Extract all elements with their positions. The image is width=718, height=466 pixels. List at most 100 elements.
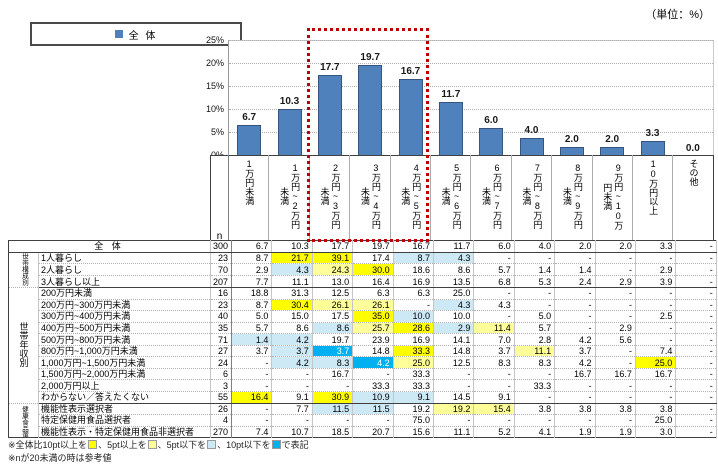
data-cell: - xyxy=(554,252,596,265)
data-cell: 6.3 xyxy=(393,287,434,300)
data-cell: - xyxy=(595,263,636,277)
bar xyxy=(237,125,262,156)
data-cell: 1.9 xyxy=(595,426,636,439)
data-cell: 1.4 xyxy=(514,263,556,277)
bar xyxy=(600,146,625,156)
data-cell: - xyxy=(352,368,394,381)
n-cell: 40 xyxy=(209,310,233,323)
row-label-cell: 機能性表示選択者 xyxy=(38,403,211,416)
data-cell: - xyxy=(473,310,515,323)
n-column-header: n xyxy=(210,155,229,244)
data-cell: - xyxy=(231,356,273,369)
data-cell: 5.7 xyxy=(231,322,273,335)
data-cell: - xyxy=(514,287,556,300)
row-label-cell: 3人暮らし以上 xyxy=(38,275,211,289)
data-cell: 11.5 xyxy=(352,403,394,416)
gridline xyxy=(229,63,713,64)
bar-value-label: 4.0 xyxy=(524,124,539,136)
group-label-cell: 世帯年収別 xyxy=(8,287,39,404)
data-cell: 7.7 xyxy=(271,403,313,416)
data-cell: 4.3 xyxy=(473,299,515,312)
data-cell: 4.2 xyxy=(271,356,313,369)
data-cell: - xyxy=(231,379,273,392)
n-cell: 71 xyxy=(209,333,233,346)
data-cell: 2.9 xyxy=(231,263,273,277)
bar-value-label: 6.7 xyxy=(242,112,257,124)
data-cell: - xyxy=(271,368,313,381)
data-cell: 15.0 xyxy=(271,310,313,323)
data-cell: 30.0 xyxy=(352,263,394,277)
category-label: 5万円~6万円未満 xyxy=(440,163,462,229)
data-cell: 11.1 xyxy=(271,275,313,289)
category-header-cell: その他 xyxy=(672,155,714,244)
data-cell: - xyxy=(473,287,515,300)
data-cell: 18.6 xyxy=(393,263,434,277)
data-cell: - xyxy=(271,379,313,392)
data-cell: - xyxy=(595,252,636,265)
data-cell: 21.7 xyxy=(271,252,313,265)
data-cell: 9.1 xyxy=(271,391,313,404)
data-cell: 3.8 xyxy=(595,403,636,416)
category-header-cell: 1万円未満 xyxy=(227,155,269,244)
table-row: 500万円~800万円未満 71 1.4 4.2 19.7 23.9 16.9 14.1 7.0… xyxy=(9,333,717,346)
bar xyxy=(519,137,544,156)
data-cell: 3.7 xyxy=(554,345,596,358)
table-row: 世帯構成別 1人暮らし 23 8.7 21.7 39.1 17.4 8.7 4.3- - - - - - xyxy=(8,252,717,289)
data-cell: 10.7 xyxy=(271,426,313,439)
data-cell: 14.8 xyxy=(352,345,394,358)
category-header-cell: 9万円~10万円未満 xyxy=(591,155,633,244)
data-cell: 26.1 xyxy=(312,299,354,312)
gridline xyxy=(229,132,713,133)
data-cell: 3.9 xyxy=(635,275,677,289)
data-cell: - xyxy=(675,391,717,404)
data-cell: 4.1 xyxy=(514,426,556,439)
n-cell: 207 xyxy=(209,275,233,289)
table-row: 200万円~300万円未満 23 8.7 30.4 26.1 26.1-4.3 4.3- - -… xyxy=(9,299,717,312)
unit-label: （単位：%） xyxy=(645,9,710,21)
data-cell: 15.4 xyxy=(473,403,515,416)
row-label-cell: 機能性表示・特定保健用食品非選択者 xyxy=(38,426,211,439)
data-cell: 16.7 xyxy=(393,240,434,253)
data-cell: 14.5 xyxy=(433,391,475,404)
table-row: 全 体 300 6.7 10.3 17.7 19.7 16.7 11.7 6.0 4.0 2.0 2.… xyxy=(8,240,717,253)
row-label-cell: 1,500万円~2,000万円未満 xyxy=(38,368,211,381)
data-cell: 10.0 xyxy=(433,310,475,323)
data-cell: 1.9 xyxy=(554,426,596,439)
data-cell: 16.7 xyxy=(635,368,677,381)
data-cell: 5.6 xyxy=(595,333,636,346)
data-cell: 25.0 xyxy=(393,356,434,369)
bar xyxy=(358,65,383,156)
data-cell: - xyxy=(554,414,596,427)
row-label-cell: 200万円未満 xyxy=(38,287,211,300)
bar xyxy=(479,128,504,156)
category-label: 9万円~10万円未満 xyxy=(602,162,624,230)
data-cell: - xyxy=(595,345,636,358)
category-label: 1万円未満 xyxy=(244,159,255,205)
category-header-cell: 10万円以上 xyxy=(631,155,673,244)
footnote-text: で表記 xyxy=(281,440,309,450)
bar xyxy=(277,108,302,156)
data-cell: 2.5 xyxy=(635,310,677,323)
data-cell: 3.7 xyxy=(312,345,354,358)
data-cell: 16.7 xyxy=(554,368,596,381)
table-row: 2人暮らし 70 2.9 4.3 24.3 30.0 18.6 8.6 5.7 1.4 1.4-2.… xyxy=(9,263,717,277)
bar-chart-plot-area: 6.7 10.3 17.7 19.7 16.7 11.7 6.0 4.0 2.0 2.0 3.3 0.… xyxy=(228,40,714,157)
data-table: 全 体 300 6.7 10.3 17.7 19.7 16.7 11.7 6.0 4.0 2.0 2.… xyxy=(8,240,717,439)
bar-value-label: 2.0 xyxy=(605,133,620,145)
data-cell: 10.9 xyxy=(352,391,394,404)
data-cell: - xyxy=(675,240,717,253)
data-cell: - xyxy=(635,391,677,404)
data-cell: 7.0 xyxy=(473,333,515,346)
data-cell: 25.0 xyxy=(635,356,677,369)
gridline xyxy=(229,86,713,87)
n-cell: 23 xyxy=(209,252,233,265)
data-cell: - xyxy=(473,379,515,392)
category-header-table: n 1万円未満 1万円~2万円未満 2万円~3万円未満 3万円~4万円未満 4万円~5万円… xyxy=(210,155,714,244)
data-cell: 11.1 xyxy=(433,426,475,439)
data-cell: 2.9 xyxy=(595,322,636,335)
category-header-cell: 7万円~8万円未満 xyxy=(510,155,552,244)
data-cell: 2.9 xyxy=(595,275,636,289)
data-cell: 9.1 xyxy=(393,391,434,404)
category-header-cell: 5万円~6万円未満 xyxy=(429,155,471,244)
data-cell: - xyxy=(433,379,475,392)
